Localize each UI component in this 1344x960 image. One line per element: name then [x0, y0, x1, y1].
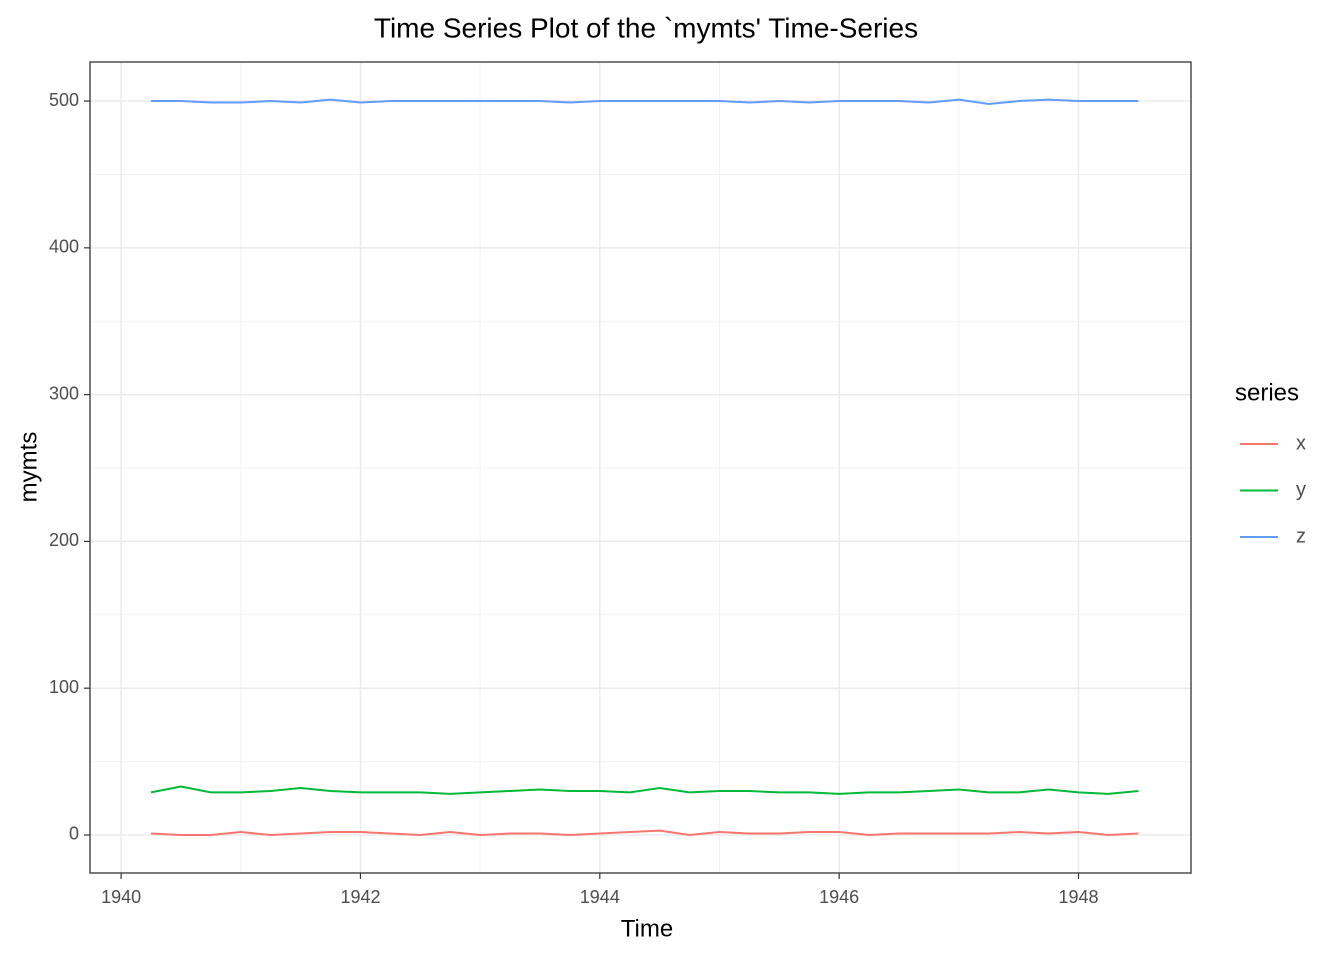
panel-border — [89, 61, 1192, 874]
series-line — [151, 98, 1139, 105]
y-tick-label: 200 — [49, 530, 79, 550]
y-tick-label: 100 — [49, 677, 79, 697]
y-tick-label: 0 — [69, 824, 79, 844]
series-line — [150, 829, 1139, 836]
legend-label: x — [1296, 432, 1306, 454]
y-tick-label: 500 — [49, 90, 79, 110]
x-tick-label: 1940 — [101, 887, 141, 907]
y-tick-label: 300 — [49, 383, 79, 403]
x-tick-label: 1944 — [580, 887, 620, 907]
y-tick-label: 400 — [49, 237, 79, 257]
chart-title: Time Series Plot of the `mymts' Time-Ser… — [374, 12, 918, 43]
series-line — [150, 785, 1139, 795]
x-tick-label: 1942 — [340, 887, 380, 907]
x-axis-title: Time — [621, 915, 673, 942]
x-tick-label: 1946 — [819, 887, 859, 907]
legend-title: series — [1235, 379, 1299, 406]
x-tick-label: 1948 — [1058, 887, 1098, 907]
y-axis-title: mymts — [15, 432, 42, 503]
legend-label: y — [1296, 479, 1306, 501]
legend-label: z — [1296, 525, 1306, 547]
